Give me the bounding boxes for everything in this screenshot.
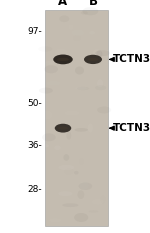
Ellipse shape [88,58,98,61]
Text: 97-: 97- [27,27,42,36]
Text: TCTN3: TCTN3 [110,55,150,64]
Text: B: B [88,0,98,8]
Ellipse shape [84,55,102,64]
Ellipse shape [57,58,69,61]
Text: 36-: 36- [27,141,42,150]
Text: 28-: 28- [27,185,42,194]
Ellipse shape [53,55,73,64]
Text: A: A [58,0,68,8]
Text: TCTN3: TCTN3 [110,123,150,133]
Ellipse shape [55,124,71,133]
Ellipse shape [58,127,68,130]
Text: 50-: 50- [27,99,42,108]
Bar [45,10,108,226]
